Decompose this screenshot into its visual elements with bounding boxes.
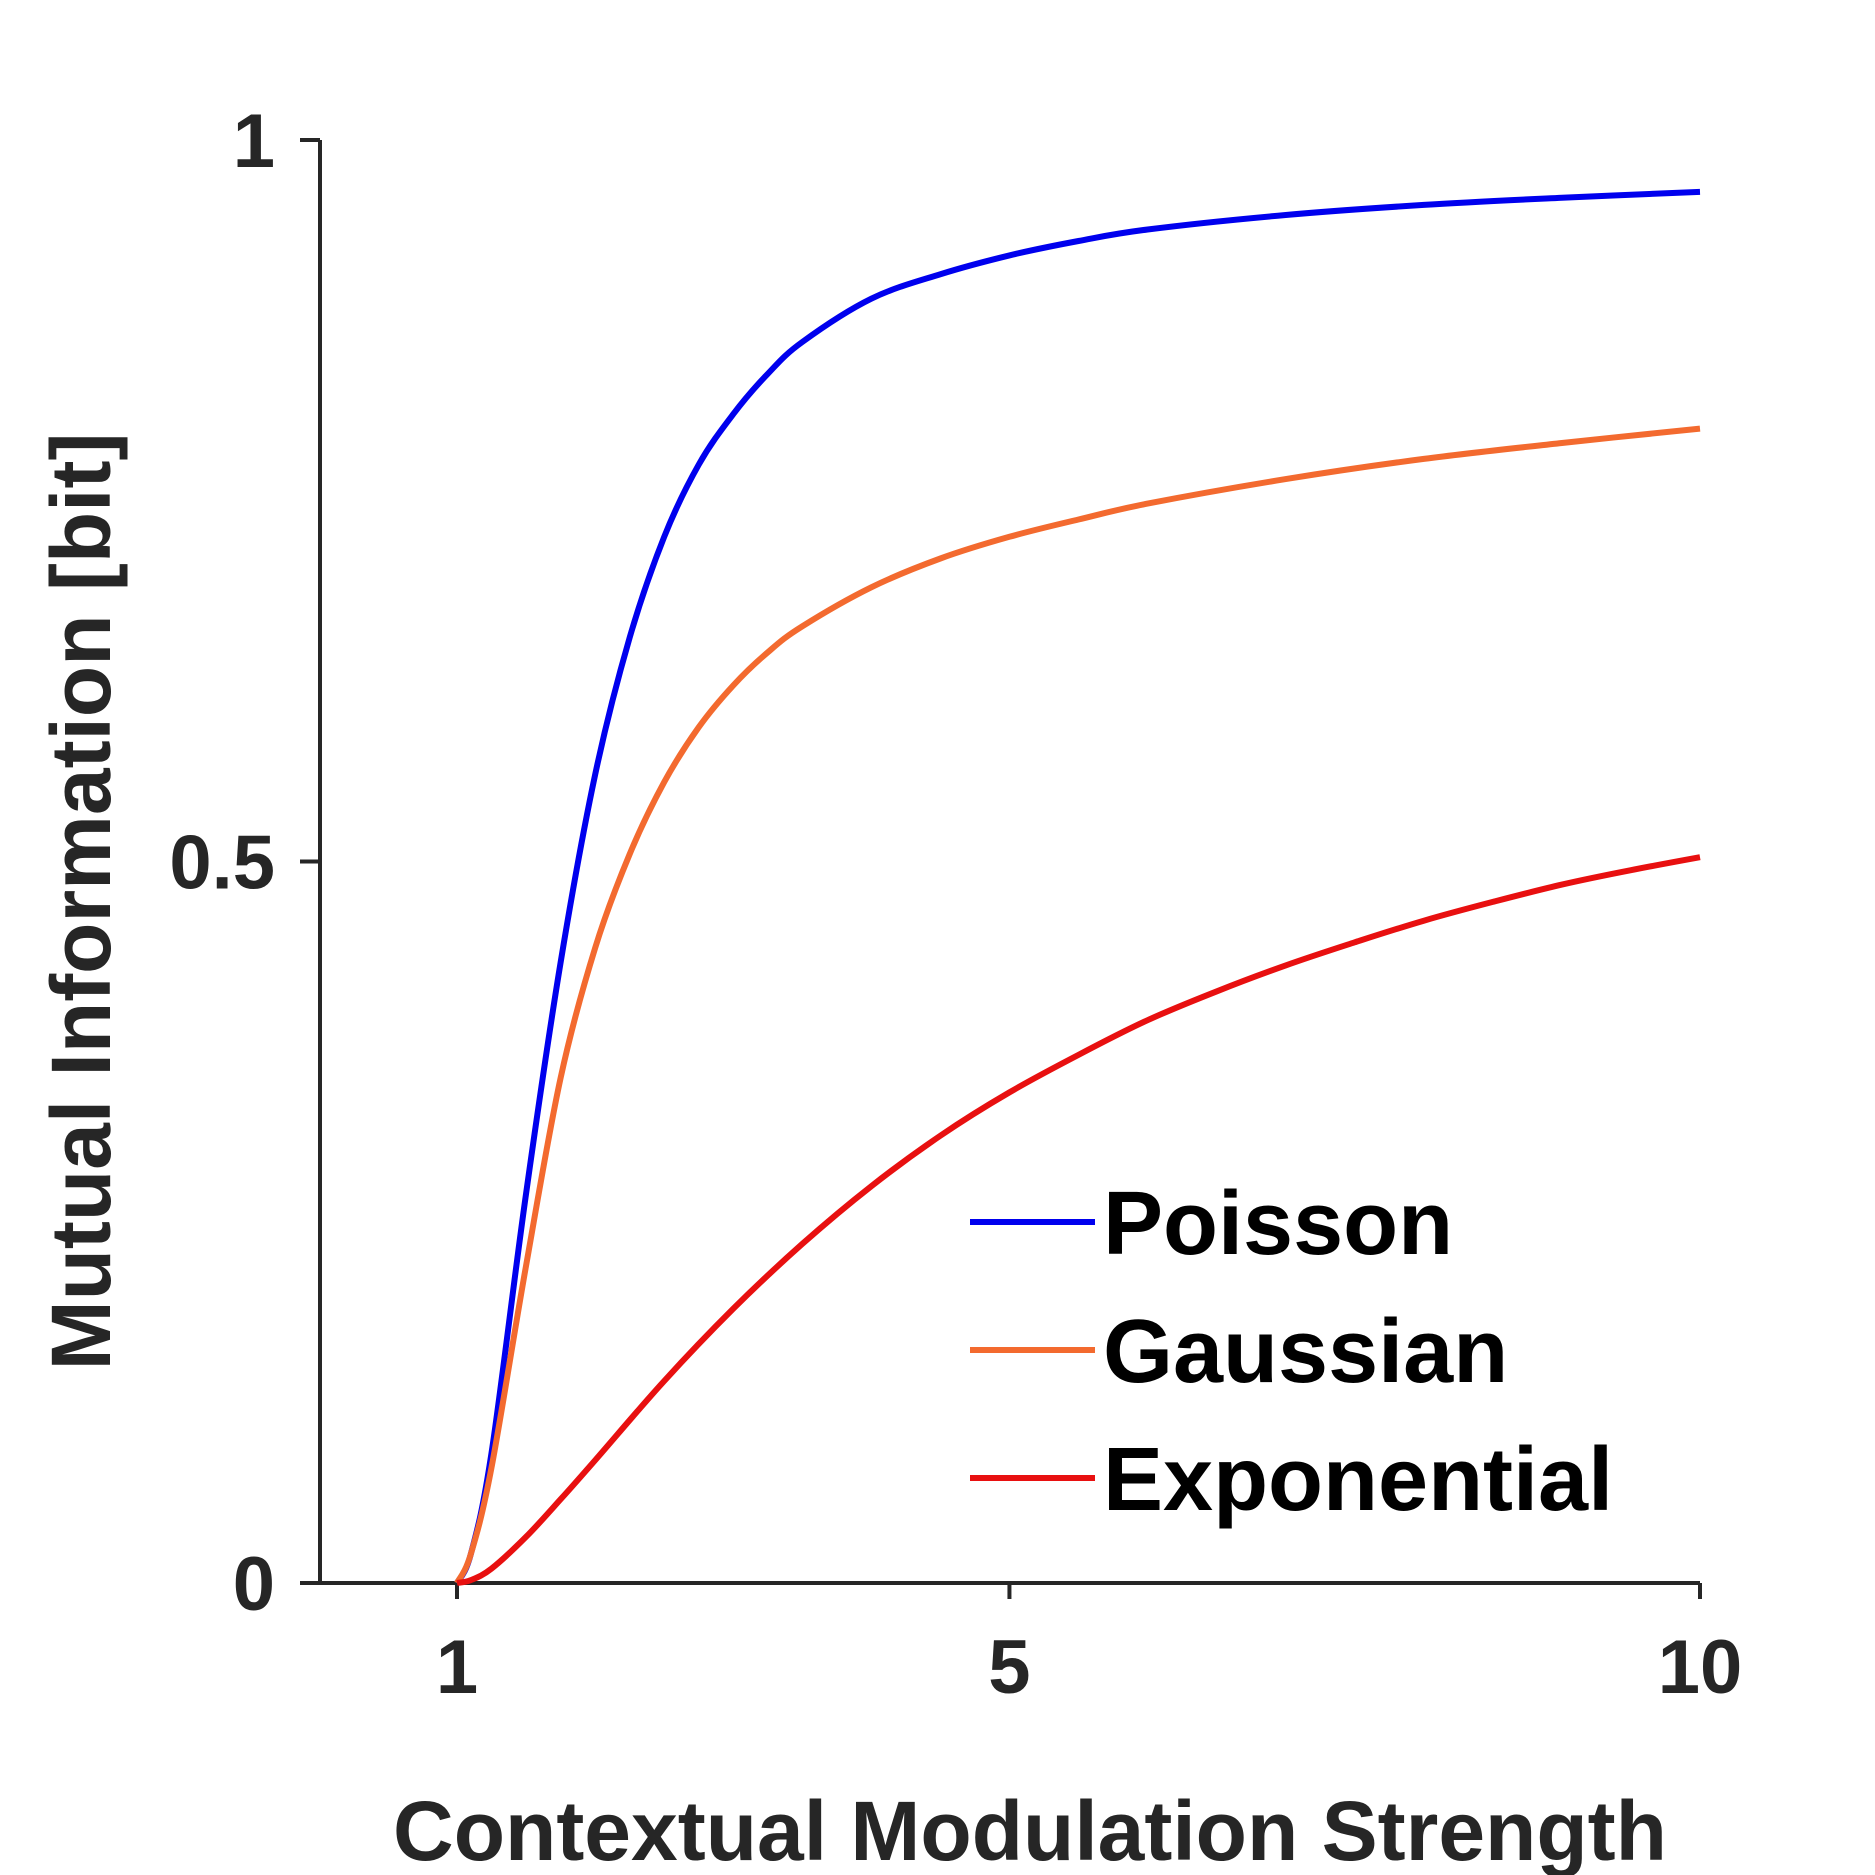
y-axis-label: Mutual Information [bit] [34, 433, 128, 1371]
legend-label-poisson: Poisson [1103, 1174, 1453, 1274]
x-tick-label: 10 [1658, 1625, 1743, 1710]
ticks: 1 5 10 0 0.5 1 [169, 99, 1742, 1710]
y-tick-label: 1 [233, 99, 275, 184]
series-lines [454, 188, 1701, 1586]
y-tick-label: 0 [233, 1542, 275, 1627]
x-tick-label: 1 [436, 1625, 478, 1710]
x-tick-label: 5 [988, 1625, 1030, 1710]
series-line-gaussian [454, 425, 1701, 1585]
legend: Poisson Gaussian Exponential [970, 1174, 1613, 1530]
y-tick-label: 0.5 [169, 821, 275, 906]
series-line-exponential [456, 854, 1701, 1586]
x-axis-label: Contextual Modulation Strength [393, 1784, 1667, 1875]
series-line-poisson [454, 188, 1701, 1585]
legend-label-exponential: Exponential [1103, 1430, 1613, 1530]
legend-label-gaussian: Gaussian [1103, 1302, 1508, 1402]
